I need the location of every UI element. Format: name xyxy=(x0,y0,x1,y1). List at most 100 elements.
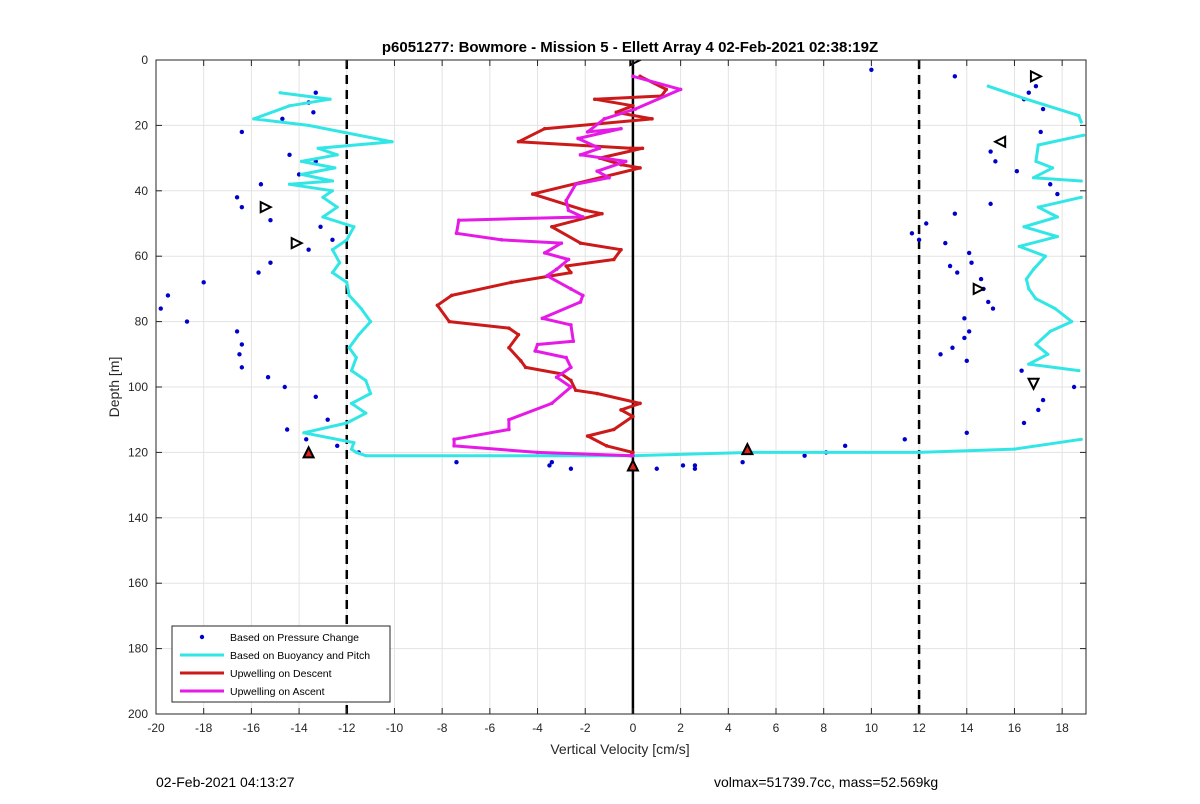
x-tick-label: 10 xyxy=(865,721,879,735)
buoyancy-pitch-point xyxy=(335,205,339,209)
plot-area xyxy=(158,60,1086,714)
pressure-change-point xyxy=(962,316,967,321)
pressure-change-point xyxy=(568,466,574,471)
y-tick-label: 100 xyxy=(128,380,148,394)
upwelling-descent-point xyxy=(619,408,623,412)
pressure-change-point xyxy=(287,152,292,158)
y-tick-label: 200 xyxy=(128,707,148,721)
upwelling-descent-point xyxy=(585,434,590,438)
upwelling-descent-point xyxy=(631,103,635,108)
triangle-marker xyxy=(992,135,1007,149)
pressure-change-point xyxy=(952,211,958,216)
pressure-change-point xyxy=(1038,129,1043,135)
buoyancy-pitch-point xyxy=(345,238,349,242)
pressure-change-point xyxy=(1019,368,1024,373)
pressure-change-point xyxy=(335,443,340,449)
buoyancy-pitch-point xyxy=(1079,120,1083,124)
upwelling-ascent-point xyxy=(540,316,545,321)
upwelling-descent-point xyxy=(612,257,616,262)
buoyancy-pitch-point xyxy=(302,431,306,435)
pressure-change-point xyxy=(990,306,996,311)
buoyancy-pitch-point xyxy=(1077,113,1081,118)
pressure-change-point xyxy=(1071,384,1077,390)
pressure-change-point xyxy=(1040,106,1046,112)
buoyancy-pitch-point xyxy=(1024,277,1028,281)
upwelling-descent-point xyxy=(640,146,645,151)
x-tick-label: -2 xyxy=(580,721,591,735)
pressure-change-point xyxy=(201,280,206,285)
buoyancy-pitch-point xyxy=(338,261,342,265)
pressure-change-point xyxy=(988,149,993,154)
upwelling-ascent-point xyxy=(545,274,549,278)
triangle-marker xyxy=(259,200,273,214)
pressure-change-point xyxy=(165,293,171,298)
x-tick-label: -20 xyxy=(147,721,165,735)
buoyancy-pitch-point xyxy=(345,421,349,425)
upwelling-descent-point xyxy=(550,224,554,229)
buoyancy-pitch-line xyxy=(1032,133,1084,183)
y-axis-label: Depth [m] xyxy=(106,357,122,418)
x-tick-label: -4 xyxy=(532,721,543,735)
buoyancy-pitch-point xyxy=(349,447,354,451)
pressure-change-point xyxy=(1026,90,1031,95)
pressure-change-point xyxy=(158,306,163,311)
pressure-change-point xyxy=(680,463,686,468)
x-tick-label: 8 xyxy=(820,721,827,735)
upwelling-ascent-point xyxy=(631,74,635,79)
buoyancy-pitch-point xyxy=(986,84,990,88)
triangle-marker xyxy=(1029,69,1044,83)
buoyancy-pitch-point xyxy=(369,320,373,324)
buoyancy-pitch-point xyxy=(364,411,368,415)
buoyancy-pitch-point xyxy=(345,280,349,284)
legend-entry-label: Upwelling on Ascent xyxy=(230,686,325,698)
upwelling-ascent-point xyxy=(566,257,571,262)
upwelling-descent-point xyxy=(435,303,440,308)
buoyancy-pitch-point xyxy=(330,179,335,183)
pressure-change-point xyxy=(1021,420,1027,426)
x-tick-label: -12 xyxy=(338,721,356,735)
buoyancy-pitch-point xyxy=(1034,297,1038,301)
buoyancy-pitch-point xyxy=(252,117,256,121)
upwelling-ascent-point xyxy=(554,375,559,379)
pressure-change-point xyxy=(284,427,290,432)
pressure-change-point xyxy=(330,237,335,243)
y-tick-label: 160 xyxy=(128,576,148,590)
buoyancy-pitch-point xyxy=(1031,267,1036,271)
upwelling-descent-point xyxy=(569,270,573,275)
pressure-change-point xyxy=(454,460,459,465)
pressure-change-point xyxy=(313,90,318,95)
buoyancy-pitch-point xyxy=(390,140,394,144)
pressure-change-point xyxy=(1036,407,1041,413)
pressure-change-point xyxy=(978,276,984,282)
upwelling-descent-point xyxy=(516,139,521,144)
x-tick-label: -14 xyxy=(290,721,308,735)
legend-swatch-point xyxy=(199,634,205,640)
buoyancy-pitch-point xyxy=(1034,159,1038,163)
buoyancy-pitch-point xyxy=(1055,215,1059,219)
pressure-change-point xyxy=(952,74,958,79)
buoyancy-pitch-point xyxy=(330,248,335,252)
upwelling-ascent-point xyxy=(607,175,611,180)
legend-entry-label: Based on Pressure Change xyxy=(230,632,359,644)
buoyancy-pitch-point xyxy=(349,401,354,405)
pressure-change-point xyxy=(280,116,285,122)
buoyancy-pitch-point xyxy=(1079,179,1083,183)
pressure-change-point xyxy=(943,240,948,246)
upwelling-descent-point xyxy=(592,97,597,102)
upwelling-descent-point xyxy=(628,146,633,151)
upwelling-ascent-point xyxy=(633,107,638,111)
grid xyxy=(155,59,1086,715)
pressure-change-point xyxy=(869,67,874,73)
pressure-change-point xyxy=(296,172,302,177)
x-tick-label: 4 xyxy=(725,721,732,735)
pressure-change-point xyxy=(256,270,261,275)
pressure-change-point xyxy=(234,329,240,334)
upwelling-ascent-point xyxy=(569,323,573,327)
upwelling-ascent-point xyxy=(578,300,583,304)
pressure-change-point xyxy=(1040,397,1046,403)
buoyancy-pitch-point xyxy=(347,293,351,298)
upwelling-ascent-point xyxy=(452,444,456,448)
y-tick-label: 20 xyxy=(135,118,149,132)
pressure-change-point xyxy=(938,352,943,357)
